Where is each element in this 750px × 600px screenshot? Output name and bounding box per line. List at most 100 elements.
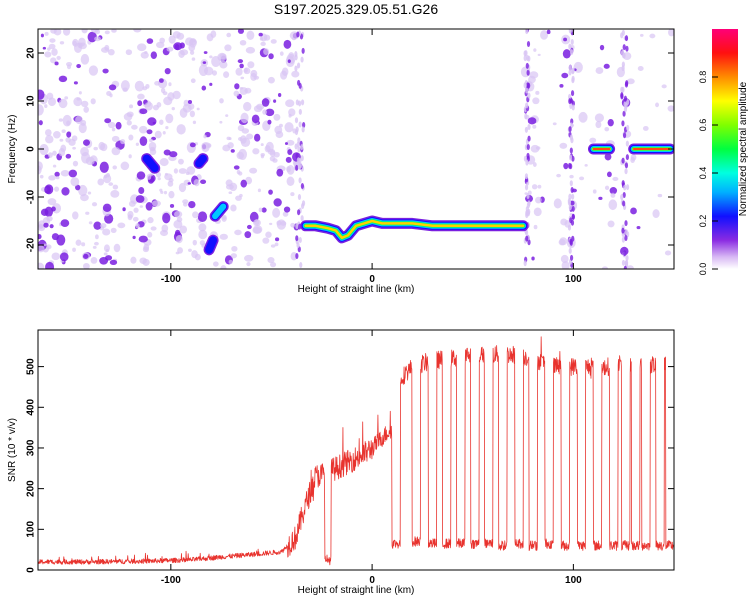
spectrogram-cell xyxy=(571,193,575,200)
spectrogram-cell xyxy=(78,122,87,134)
spectrogram-cell xyxy=(133,207,139,213)
spectrogram-cell xyxy=(294,117,299,124)
spectrogram-ridge xyxy=(205,236,218,254)
spectrogram-cell xyxy=(567,162,572,169)
spectrogram-cell xyxy=(139,257,147,264)
spectrogram-cell xyxy=(592,189,597,194)
spectrogram-cell xyxy=(287,149,293,155)
spectrogram-cell xyxy=(48,175,56,181)
spectrogram-cell xyxy=(234,83,240,90)
snr-plot-area xyxy=(38,330,674,570)
spectrogram-cell xyxy=(568,29,572,34)
spectrogram-cell xyxy=(122,87,128,93)
spectrogram-cell xyxy=(115,121,122,130)
spectrogram-cell xyxy=(145,202,153,211)
spectrogram-cell xyxy=(535,196,542,204)
spectrogram-cell xyxy=(524,184,529,191)
spectrogram-cell xyxy=(110,227,117,233)
spectrogram-cell xyxy=(135,195,145,203)
spectrogram-cell xyxy=(54,186,60,192)
spectrogram-cell xyxy=(268,189,273,195)
spectrogram-cell xyxy=(212,261,219,267)
spectrogram-cell xyxy=(661,84,667,89)
y-tick-label: 500 xyxy=(26,358,37,375)
spectrogram-cell xyxy=(219,120,223,124)
spectrogram-cell xyxy=(621,61,625,68)
spectrogram-cell xyxy=(530,144,540,153)
spectrogram-cell xyxy=(47,198,57,206)
spectrogram-cell xyxy=(283,206,291,213)
spectrogram-cell xyxy=(623,101,627,108)
spectrogram-cell xyxy=(277,93,282,98)
spectrogram-cell xyxy=(227,142,234,149)
spectrogram-cell xyxy=(268,53,274,60)
spectrogram-cell xyxy=(262,109,268,115)
spectrogram-cell xyxy=(92,245,97,249)
spectrogram-cell xyxy=(159,37,166,44)
spectrogram-cell xyxy=(73,97,83,107)
spectrogram-cell xyxy=(523,260,527,267)
spectrogram-cell xyxy=(59,252,69,262)
spectrogram-cell xyxy=(626,99,630,106)
spectrogram-cell xyxy=(291,70,300,78)
spectrogram-cell xyxy=(267,76,275,84)
spectrogram-cell xyxy=(296,31,300,38)
spectrogram-cell xyxy=(525,235,529,242)
spectrogram-cell xyxy=(571,67,575,74)
spectrogram-cell xyxy=(667,105,674,112)
spectrogram-cell xyxy=(284,142,289,145)
spectrogram-cell xyxy=(81,152,91,164)
spectrogram-cell xyxy=(287,59,291,64)
spectrogram-cell xyxy=(286,176,295,187)
spectrogram-cell xyxy=(188,43,196,52)
spectrogram-cell xyxy=(139,136,148,147)
spectrogram-cell xyxy=(139,205,144,208)
spectrogram-cell xyxy=(296,62,301,69)
spectrogram-cell xyxy=(150,226,157,231)
spectrogram-cell xyxy=(72,38,79,47)
spectrogram-cell xyxy=(108,84,117,91)
spectrogram-cell xyxy=(285,156,292,163)
spectrogram-cell xyxy=(58,75,68,83)
spectrogram-cell xyxy=(148,141,157,151)
spectrogram-cell xyxy=(246,262,251,267)
spectrogram-cell xyxy=(147,117,157,126)
spectrogram-cell xyxy=(83,262,90,269)
spectrogram-cell xyxy=(523,55,527,62)
spectrogram-cell xyxy=(598,196,603,200)
spectrogram-cell xyxy=(135,223,140,229)
spectrogram-cell xyxy=(61,129,66,133)
spectrogram-cell xyxy=(595,120,602,129)
y-tick-label: 400 xyxy=(26,399,37,416)
spectrogram-cell xyxy=(300,99,305,106)
spectrogram-cell xyxy=(158,78,164,83)
spectrogram-cell xyxy=(569,217,573,224)
spectrogram-cell xyxy=(622,110,626,117)
spectrogram-cell xyxy=(145,83,150,89)
spectrogram-cell xyxy=(161,224,169,233)
spectrogram-cell xyxy=(154,80,161,86)
spectrogram-cell xyxy=(622,44,626,51)
spectrogram-cell xyxy=(120,138,126,145)
colorbar-label: Normalized spectral amplitude xyxy=(738,81,749,216)
spectrogram-cell xyxy=(175,235,183,244)
spectrogram-cell xyxy=(241,128,250,134)
spectrogram-cell xyxy=(113,243,121,253)
spectrogram-cell xyxy=(604,127,610,132)
spectrogram-cell xyxy=(249,167,258,174)
spectrogram-cell xyxy=(526,41,531,48)
y-tick-label: 10 xyxy=(26,95,37,107)
spectrogram-cell xyxy=(88,65,99,76)
snr-x-axis-label: Height of straight line (km) xyxy=(298,585,415,596)
spectrogram-cell xyxy=(623,265,627,269)
spectrogram-cell xyxy=(111,29,117,33)
spectrogram-cell xyxy=(168,35,176,44)
spectrogram-cell xyxy=(71,135,78,142)
spectrogram-cell xyxy=(570,49,574,56)
spectrogram-cell xyxy=(49,224,54,229)
spectrogram-cell xyxy=(179,107,188,118)
spectrogram-cell xyxy=(261,98,270,107)
spectrogram-cell xyxy=(294,51,298,58)
spectrogram-cell xyxy=(59,138,64,142)
